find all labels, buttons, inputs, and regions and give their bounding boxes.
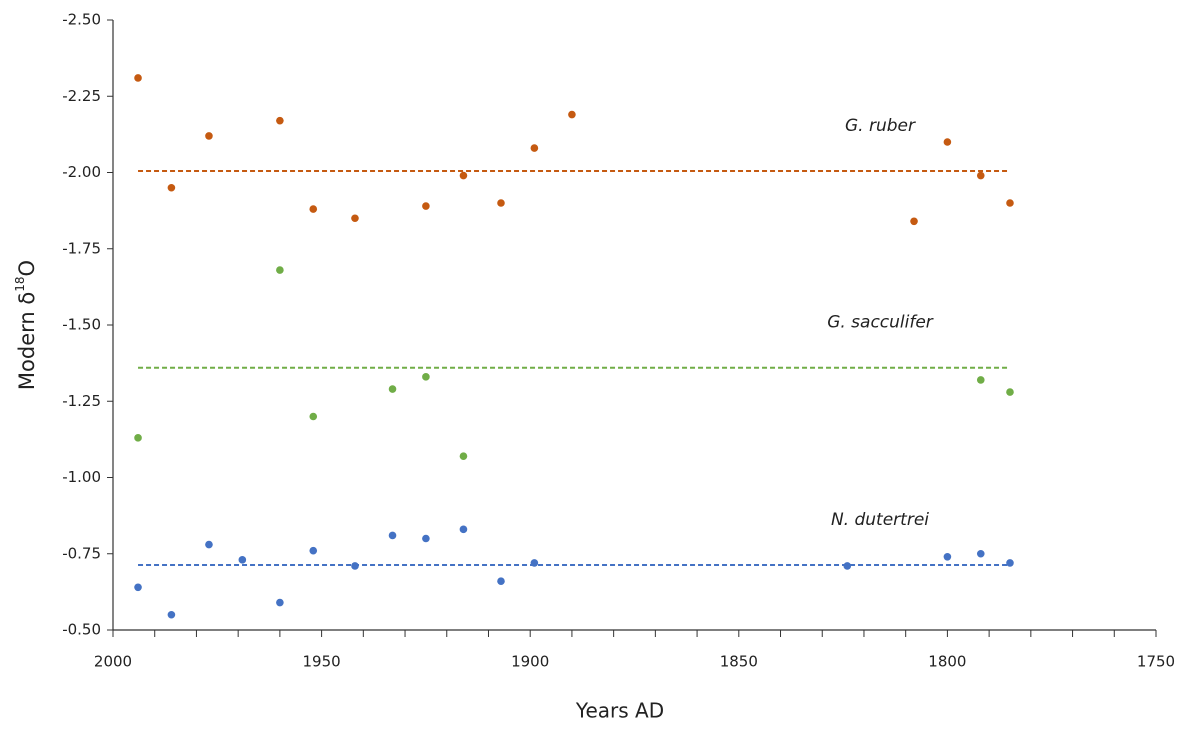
point <box>351 562 359 570</box>
point <box>497 199 505 207</box>
point <box>568 110 576 119</box>
point <box>976 171 985 180</box>
point <box>134 434 142 442</box>
series-label: G. sacculifer <box>827 313 934 333</box>
x-tick-label: 2000 <box>94 653 132 671</box>
series-label: N. dutertrei <box>831 510 929 530</box>
y-tick-label: -1.25 <box>62 392 101 410</box>
point <box>497 577 505 585</box>
x-tick-label: 1750 <box>1137 653 1175 671</box>
point <box>1006 388 1014 396</box>
point <box>976 549 985 558</box>
point <box>1006 559 1014 567</box>
y-tick-label: -1.00 <box>62 468 101 486</box>
x-axis-title: Years AD <box>575 699 664 723</box>
y-tick-label: -2.50 <box>62 11 101 29</box>
point <box>459 171 468 180</box>
y-title-sup: 18 <box>13 276 27 291</box>
point <box>134 74 142 82</box>
point <box>943 553 952 561</box>
point <box>276 598 284 607</box>
y-tick-label: -0.75 <box>62 544 101 562</box>
y-tick-label: -0.50 <box>62 621 101 639</box>
y-axis-title: Modern δ18O <box>13 260 40 390</box>
point <box>276 116 284 125</box>
y-tick-label: -1.75 <box>62 239 101 257</box>
point <box>1006 199 1014 207</box>
point <box>309 412 318 421</box>
y-title-tail: O <box>15 260 39 277</box>
point <box>388 531 397 540</box>
x-tick-label: 1900 <box>511 653 549 671</box>
point <box>530 559 539 567</box>
point <box>309 546 318 555</box>
y-tick-label: -1.50 <box>62 316 101 334</box>
x-tick-label: 1800 <box>928 653 966 671</box>
point <box>422 534 430 543</box>
point <box>205 132 213 140</box>
point <box>943 138 952 146</box>
point <box>459 525 468 534</box>
point <box>351 214 359 223</box>
y-tick-label: -2.00 <box>62 163 101 181</box>
x-tick-label: 1950 <box>303 653 341 671</box>
point <box>309 205 318 213</box>
point <box>134 583 142 592</box>
point <box>422 202 430 210</box>
y-tick-label: -2.25 <box>62 87 101 105</box>
point <box>388 385 397 393</box>
point <box>167 610 176 619</box>
x-tick-label: 1850 <box>720 653 758 671</box>
point <box>205 540 213 549</box>
y-title-text: Modern δ <box>15 292 39 390</box>
point <box>459 452 468 460</box>
point <box>530 144 539 152</box>
point <box>910 217 918 226</box>
point <box>976 376 985 384</box>
point <box>422 373 430 381</box>
point <box>276 266 284 274</box>
series-label: G. ruber <box>845 116 916 136</box>
point <box>843 562 852 570</box>
point <box>238 556 247 564</box>
point <box>167 183 176 192</box>
